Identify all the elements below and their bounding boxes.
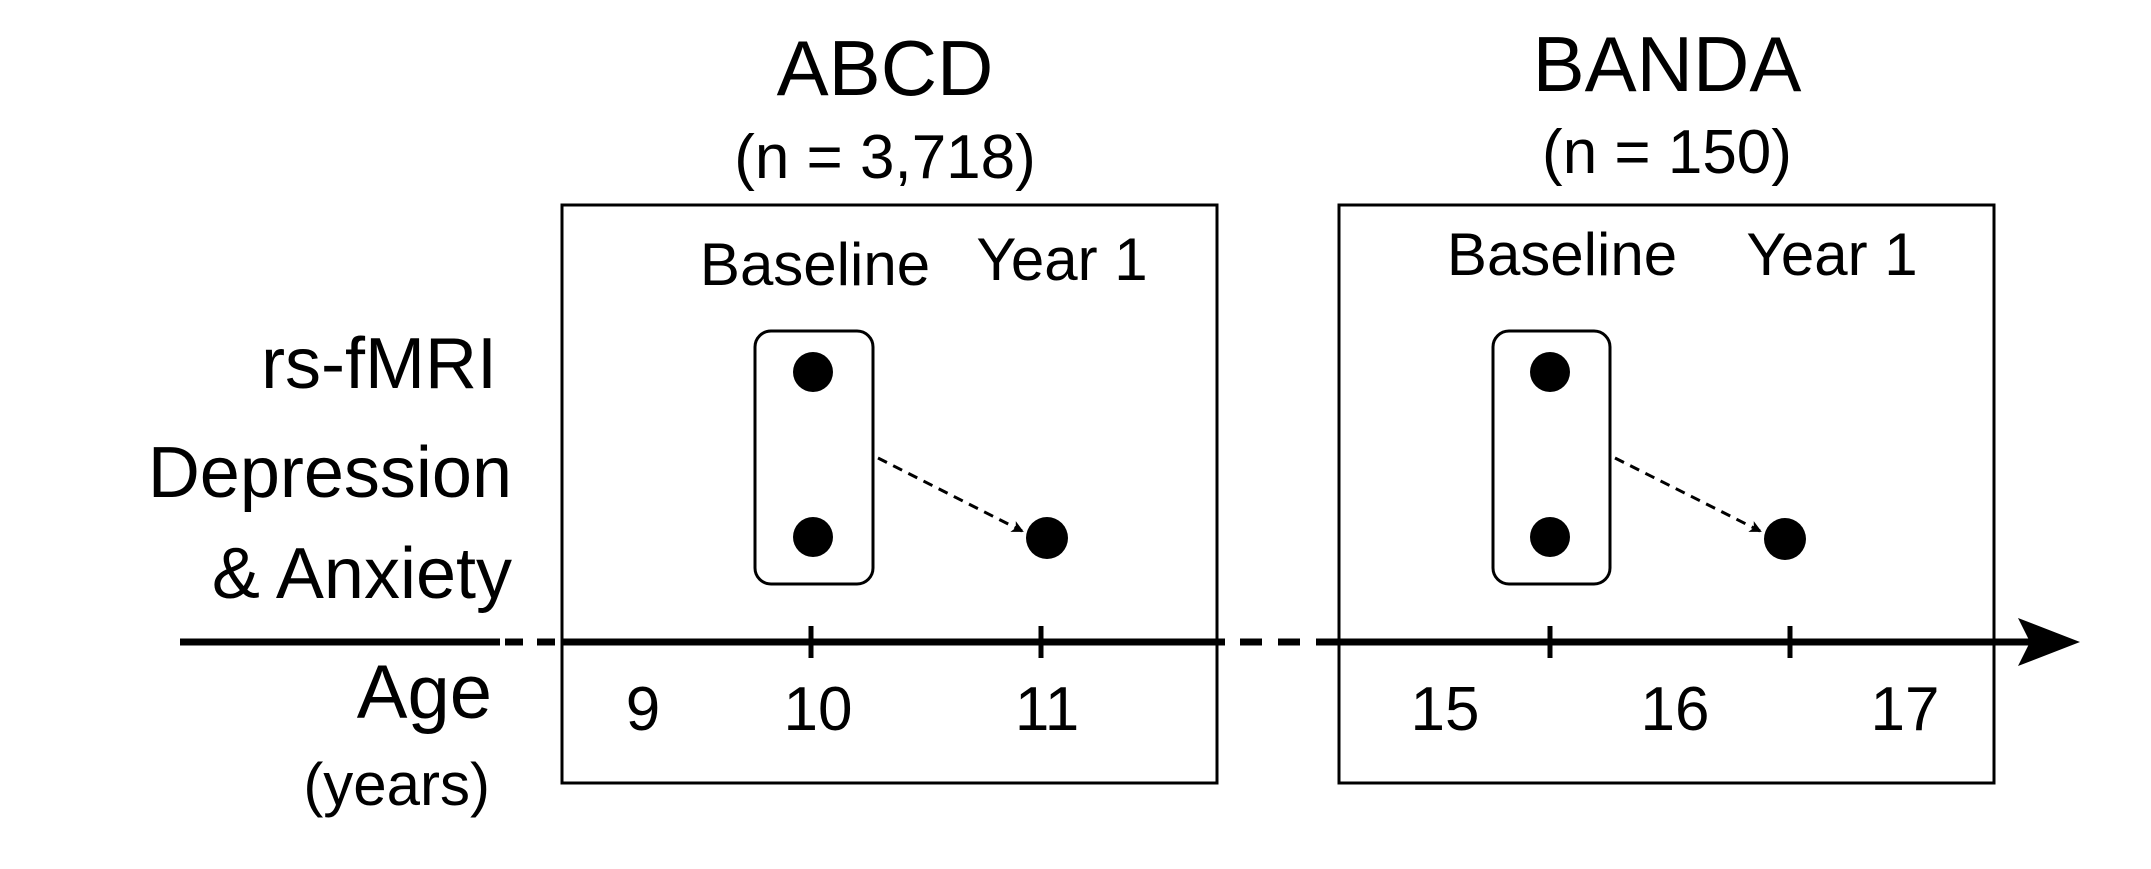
study-panel-banda: Baseline Year 1 15 16 17: [1337, 203, 1996, 785]
prediction-arrow-abcd: [877, 456, 1024, 533]
age-tick-label-15: 15: [1411, 675, 1480, 744]
mood-year1-dot-abcd: [1026, 517, 1068, 559]
study-n-banda: (n = 150): [1542, 118, 1792, 187]
wave-label-banda-baseline: Baseline: [1447, 221, 1677, 288]
panel-frame-abcd: [560, 203, 1219, 785]
axis-arrowhead: [2018, 618, 2080, 666]
age-tick-label-9: 9: [626, 675, 660, 744]
rsfmri-baseline-dot-abcd: [793, 352, 833, 392]
wave-label-abcd-baseline: Baseline: [700, 231, 930, 298]
mood-baseline-dot-abcd: [793, 517, 833, 557]
study-panel-abcd: Baseline Year 1 9 10 11: [560, 203, 1219, 785]
baseline-group-box-banda: [1491, 329, 1612, 586]
row-label-anxiety: & Anxiety: [212, 534, 512, 614]
panel-frame-banda: [1337, 203, 1996, 785]
row-label-depression: Depression: [148, 433, 512, 513]
mood-baseline-dot-banda: [1530, 517, 1570, 557]
row-label-age: Age: [357, 650, 492, 735]
rsfmri-baseline-dot-banda: [1530, 352, 1570, 392]
study-title-banda: BANDA: [1533, 20, 1802, 108]
row-label-rsfmri: rs-fMRI: [261, 324, 497, 404]
age-tick-label-11: 11: [1015, 675, 1079, 744]
wave-label-banda-year1: Year 1: [1746, 221, 1917, 288]
study-title-abcd: ABCD: [777, 24, 994, 112]
age-tick-label-10: 10: [784, 675, 853, 744]
age-timeline-axis: [180, 618, 2080, 666]
prediction-arrow-banda: [1614, 456, 1762, 533]
study-n-abcd: (n = 3,718): [734, 123, 1036, 192]
age-tick-label-17: 17: [1871, 675, 1940, 744]
baseline-group-box-abcd: [753, 329, 875, 586]
age-tick-label-16: 16: [1641, 675, 1710, 744]
row-label-years: (years): [303, 751, 490, 818]
mood-year1-dot-banda: [1764, 518, 1806, 560]
wave-label-abcd-year1: Year 1: [976, 226, 1147, 293]
